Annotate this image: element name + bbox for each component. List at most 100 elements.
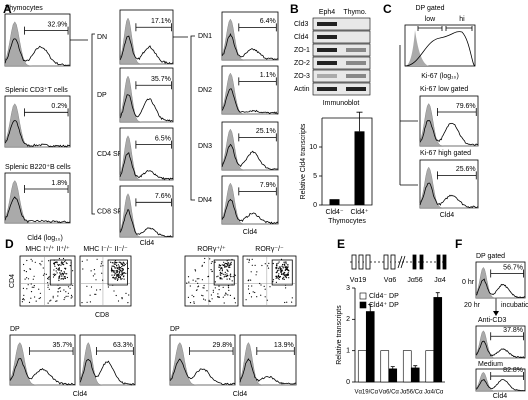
dot xyxy=(221,278,223,280)
dot xyxy=(81,260,83,262)
band xyxy=(317,35,337,39)
dot xyxy=(226,274,228,276)
gate-percent: 17.1% xyxy=(151,18,171,25)
dot xyxy=(248,258,250,260)
dot xyxy=(101,261,103,263)
dot xyxy=(186,282,188,284)
dot xyxy=(247,288,250,290)
dot xyxy=(227,262,229,264)
dot xyxy=(189,302,192,304)
dot xyxy=(33,275,35,277)
dot xyxy=(227,287,230,289)
dot xyxy=(117,273,120,275)
dot xyxy=(219,269,221,271)
dot xyxy=(280,270,282,272)
dot xyxy=(278,266,280,268)
dot xyxy=(59,287,61,289)
dot xyxy=(52,297,54,299)
gate-label: DP xyxy=(170,326,180,333)
dot xyxy=(234,302,236,304)
dot xyxy=(121,274,123,276)
error-bar xyxy=(413,365,418,371)
gene-label: Jα4 xyxy=(434,277,446,284)
dot xyxy=(55,300,57,302)
band xyxy=(346,48,366,52)
population-label: DN4 xyxy=(198,197,212,204)
dot xyxy=(284,274,286,277)
dot xyxy=(114,267,116,269)
dot xyxy=(267,265,269,267)
dot xyxy=(116,268,118,270)
dot xyxy=(283,278,285,280)
dot xyxy=(284,264,286,266)
gate xyxy=(135,23,172,32)
y-tick-label: 3 xyxy=(346,285,350,292)
control-histogram xyxy=(9,342,75,386)
dot xyxy=(194,269,196,271)
dot xyxy=(53,269,55,271)
dot xyxy=(70,262,72,264)
x-tick-label: Jα56/Cα xyxy=(400,390,423,396)
dot xyxy=(52,273,55,275)
bar xyxy=(365,311,375,383)
dot xyxy=(198,278,200,280)
dot xyxy=(209,258,211,260)
gate-percent: 25.6% xyxy=(456,166,476,173)
dot xyxy=(263,285,265,287)
dot xyxy=(278,274,280,276)
dot xyxy=(224,262,226,264)
population-label: CD4 SP xyxy=(97,151,123,158)
dot xyxy=(221,272,223,274)
bar xyxy=(354,131,365,205)
dot xyxy=(216,276,218,278)
dot xyxy=(120,262,122,264)
dot xyxy=(72,270,74,272)
dot xyxy=(285,261,287,263)
gate-percent: 56.7% xyxy=(503,264,523,271)
dot xyxy=(119,276,122,278)
dot xyxy=(226,278,228,280)
dot xyxy=(31,286,33,288)
dot-plot-frame xyxy=(19,255,76,307)
dot xyxy=(217,275,219,277)
dot xyxy=(114,270,116,272)
gate xyxy=(213,259,235,286)
dot xyxy=(57,264,59,266)
dot xyxy=(61,261,63,263)
dot xyxy=(123,264,125,266)
gate-percent: 37.8% xyxy=(503,327,523,334)
dot xyxy=(123,272,125,274)
dot xyxy=(276,277,278,279)
dot xyxy=(27,278,30,280)
dot xyxy=(219,278,222,280)
sample-histogram xyxy=(419,182,479,209)
dot xyxy=(114,260,117,262)
dot xyxy=(53,274,56,277)
dot xyxy=(56,262,58,264)
dot xyxy=(69,265,71,267)
gate xyxy=(490,332,524,341)
dot xyxy=(229,266,231,268)
band xyxy=(317,48,337,52)
dot xyxy=(116,278,118,280)
panel-label: A xyxy=(3,2,12,16)
band xyxy=(346,74,366,78)
dot xyxy=(219,266,221,268)
blot-label: ZO-1 xyxy=(294,47,310,54)
dot xyxy=(95,279,97,281)
dot xyxy=(233,297,235,299)
y-axis-label: CD4 xyxy=(9,274,16,288)
dot xyxy=(248,259,250,261)
dot xyxy=(231,280,233,282)
dot xyxy=(221,267,223,269)
dot xyxy=(284,266,286,268)
dot xyxy=(223,261,225,263)
dot xyxy=(227,285,229,287)
blot-label: ZO-3 xyxy=(294,73,310,80)
dot xyxy=(218,285,220,287)
dot xyxy=(220,268,222,270)
dot xyxy=(122,268,124,270)
dot xyxy=(113,274,116,276)
dot xyxy=(211,261,213,263)
